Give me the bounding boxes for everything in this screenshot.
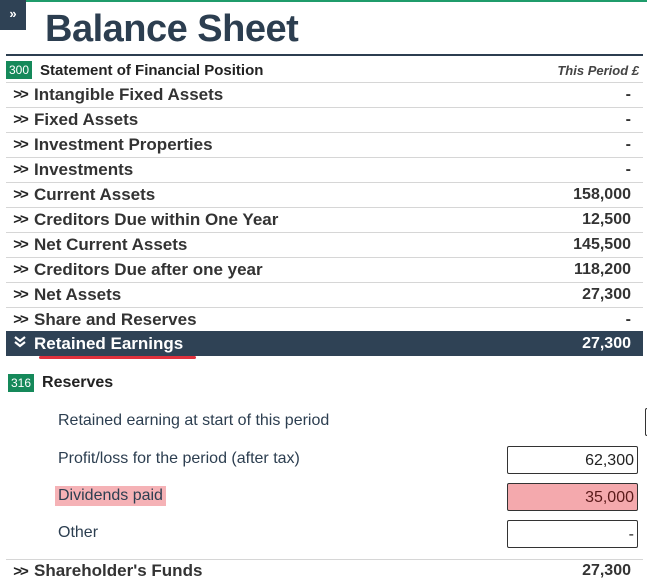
double-chevron-right-icon[interactable]: >>: [13, 562, 29, 580]
row-investments[interactable]: >> Investments -: [6, 157, 643, 181]
row-value: -: [625, 135, 631, 153]
row-value: -: [625, 85, 631, 103]
row-value: 12,500: [582, 210, 631, 228]
row-label: Retained Earnings: [34, 333, 184, 353]
row-value: -: [625, 310, 631, 328]
row-value: 158,000: [573, 185, 631, 203]
field-label-dividends-paid: Dividends paid: [55, 486, 166, 506]
double-chevron-right-icon[interactable]: >>: [13, 161, 29, 178]
row-label: Creditors Due after one year: [34, 259, 263, 279]
double-chevron-right-icon[interactable]: >>: [13, 211, 29, 228]
double-chevron-down-icon[interactable]: [6, 335, 34, 353]
row-label: Shareholder's Funds: [34, 561, 203, 580]
profit-loss-input[interactable]: 62,300: [507, 446, 638, 474]
row-label: Creditors Due within One Year: [34, 209, 279, 229]
row-label: Intangible Fixed Assets: [34, 84, 224, 104]
top-accent-line: [0, 0, 647, 2]
row-value: 145,500: [573, 235, 631, 253]
row-fixed-assets[interactable]: >> Fixed Assets -: [6, 107, 643, 131]
double-chevron-right-icon[interactable]: >>: [13, 111, 29, 128]
row-creditors-within-one-year[interactable]: >> Creditors Due within One Year 12,500: [6, 207, 643, 231]
row-value: -: [625, 160, 631, 178]
row-value: 27,300: [582, 334, 631, 352]
double-chevron-right-icon[interactable]: >>: [13, 261, 29, 278]
double-chevron-right-icon[interactable]: >>: [13, 186, 29, 203]
dividends-paid-input[interactable]: 35,000: [507, 483, 638, 511]
row-value: 118,200: [574, 260, 631, 278]
row-share-and-reserves[interactable]: >> Share and Reserves -: [6, 307, 643, 331]
row-label: Fixed Assets: [34, 109, 139, 129]
row-label: Share and Reserves: [34, 309, 197, 329]
statement-label: Statement of Financial Position: [40, 61, 264, 79]
sidebar-expand-button[interactable]: »: [0, 0, 26, 30]
reserves-label: Reserves: [42, 374, 114, 391]
row-label: Current Assets: [34, 184, 156, 204]
other-input[interactable]: -: [507, 520, 638, 548]
row-label: Investment Properties: [34, 134, 213, 154]
row-net-assets[interactable]: >> Net Assets 27,300: [6, 282, 643, 306]
row-creditors-after-one-year[interactable]: >> Creditors Due after one year 118,200: [6, 257, 643, 281]
title-divider: [6, 54, 643, 56]
row-current-assets[interactable]: >> Current Assets 158,000: [6, 182, 643, 206]
period-column-header: This Period £: [557, 62, 639, 78]
double-chevron-right-icon: »: [9, 6, 17, 21]
row-retained-earnings-expanded[interactable]: Retained Earnings 27,300: [6, 331, 643, 356]
row-value: 27,300: [582, 285, 631, 303]
row-label: Net Assets: [34, 284, 122, 304]
row-label: Investments: [34, 159, 134, 179]
reserves-header: 316 Reserves: [8, 374, 113, 392]
double-chevron-right-icon[interactable]: >>: [13, 286, 29, 303]
double-chevron-right-icon[interactable]: >>: [13, 136, 29, 153]
row-shareholders-funds[interactable]: >> Shareholder's Funds 27,300: [6, 559, 643, 583]
statement-header: 300 Statement of Financial Position This…: [6, 58, 643, 82]
row-investment-properties[interactable]: >> Investment Properties -: [6, 132, 643, 156]
row-value: 27,300: [582, 562, 631, 579]
double-chevron-right-icon[interactable]: >>: [13, 311, 29, 328]
double-chevron-right-icon[interactable]: >>: [13, 236, 29, 253]
page-title: Balance Sheet: [45, 8, 299, 50]
reserves-code-badge: 316: [8, 374, 35, 392]
field-label-retained-start: Retained earning at start of this period: [58, 412, 330, 429]
row-intangible-fixed-assets[interactable]: >> Intangible Fixed Assets -: [6, 82, 643, 106]
field-label-other: Other: [58, 524, 99, 541]
divider: [6, 559, 643, 560]
field-label-profit-loss: Profit/loss for the period (after tax): [58, 450, 300, 467]
double-chevron-right-icon[interactable]: >>: [13, 86, 29, 103]
annotation-underline: [39, 356, 196, 359]
retained-start-input[interactable]: [645, 408, 647, 436]
row-value: -: [625, 110, 631, 128]
row-label: Net Current Assets: [34, 234, 188, 254]
statement-code-badge: 300: [6, 61, 33, 79]
row-net-current-assets[interactable]: >> Net Current Assets 145,500: [6, 232, 643, 256]
